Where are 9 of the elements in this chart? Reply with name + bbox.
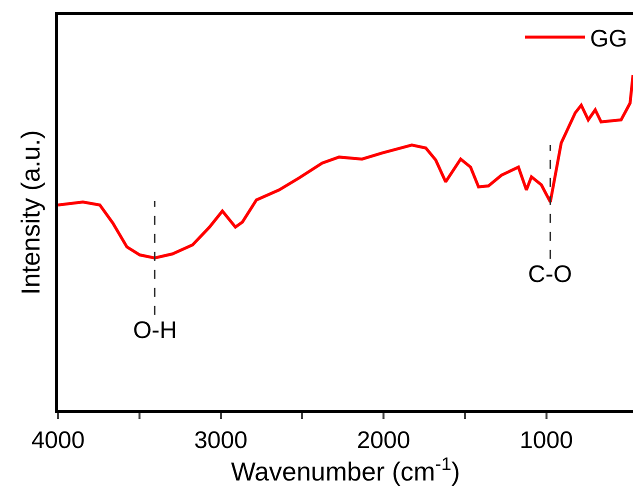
x-tick-label: 4000 (31, 426, 85, 454)
annotation: O-H (133, 317, 177, 344)
x-tick-label: 2000 (356, 426, 410, 454)
x-axis-title: Wavenumber (cm$^{-1}$) (230, 454, 460, 487)
x-tick-label: 1000 (520, 426, 573, 454)
y-axis-title: Intensity (a.u.) (15, 130, 46, 295)
legend-label: GG (590, 25, 628, 52)
annotation: C-O (528, 261, 572, 288)
x-tick-label: 3000 (194, 426, 248, 454)
